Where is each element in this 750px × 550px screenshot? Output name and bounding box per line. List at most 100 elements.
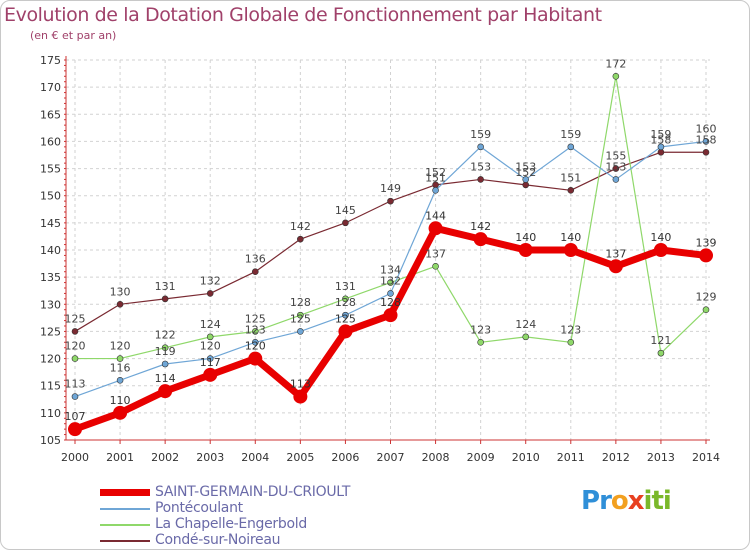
- data-point-0: [113, 405, 128, 420]
- logo-letter: i: [662, 486, 672, 516]
- data-point-3: [206, 290, 214, 297]
- y-tick-label: 105: [40, 434, 61, 447]
- data-point-3: [567, 186, 575, 194]
- y-tick-label: 155: [40, 163, 61, 176]
- x-tick-label: 2002: [151, 451, 179, 464]
- data-point-3: [342, 219, 349, 227]
- data-label-3: 132: [200, 274, 221, 287]
- legend-item-conde: Condé-sur-Noireau: [100, 532, 400, 548]
- data-label-1: 151: [425, 171, 446, 184]
- data-point-3: [71, 328, 79, 335]
- data-label-3: 152: [515, 166, 536, 179]
- data-label-0: 113: [290, 378, 311, 391]
- data-label-0: 117: [200, 356, 221, 369]
- data-label-0: 139: [696, 236, 717, 249]
- data-point-3: [161, 295, 169, 303]
- data-point-2: [342, 295, 349, 303]
- data-point-2: [161, 344, 169, 352]
- data-point-1: [161, 360, 169, 368]
- data-point-2: [477, 338, 484, 346]
- data-label-2: 128: [290, 296, 311, 309]
- x-tick-label: 2014: [692, 451, 720, 464]
- legend-label-la-chapelle: La Chapelle-Engerbold: [155, 516, 307, 532]
- x-tick-label: 2011: [557, 451, 585, 464]
- data-point-1: [206, 355, 214, 362]
- legend-label-saint-germain: SAINT-GERMAIN-DU-CRIOULT: [155, 484, 351, 500]
- data-point-2: [251, 328, 259, 335]
- data-label-0: 140: [560, 231, 581, 244]
- data-label-3: 125: [65, 312, 86, 325]
- data-label-1: 153: [515, 160, 536, 173]
- logo-letter: o: [610, 486, 629, 516]
- data-label-0: 114: [155, 372, 176, 385]
- data-point-3: [522, 181, 530, 189]
- data-point-1: [477, 143, 484, 151]
- data-point-2: [522, 333, 530, 341]
- data-label-1: 120: [200, 340, 221, 353]
- data-point-3: [251, 268, 259, 276]
- data-label-1: 159: [470, 128, 491, 141]
- data-point-1: [116, 376, 124, 384]
- data-point-0: [653, 243, 668, 257]
- data-point-2: [297, 311, 304, 319]
- logo-letter: x: [627, 486, 645, 516]
- y-tick-label: 110: [40, 407, 61, 420]
- data-label-3: 149: [380, 182, 401, 195]
- data-point-1: [567, 143, 575, 151]
- data-label-1: 160: [696, 122, 717, 135]
- y-tick-label: 115: [40, 380, 61, 393]
- data-point-2: [612, 72, 620, 80]
- x-tick-label: 2004: [241, 451, 269, 464]
- data-point-2: [567, 338, 575, 346]
- data-point-3: [477, 176, 484, 183]
- data-point-0: [293, 389, 308, 404]
- data-label-3: 142: [290, 220, 311, 233]
- x-tick-label: 2009: [467, 451, 495, 464]
- data-point-1: [71, 393, 79, 400]
- data-label-2: 137: [425, 247, 446, 260]
- data-point-3: [612, 165, 620, 172]
- chart-title: Evolution de la Dotation Globale de Fonc…: [4, 4, 602, 26]
- data-point-1: [522, 176, 530, 183]
- proxiti-logo: Proxiti: [581, 486, 672, 516]
- y-tick-label: 175: [40, 54, 61, 67]
- data-label-3: 158: [696, 133, 717, 146]
- data-label-1: 116: [110, 361, 131, 374]
- data-point-2: [657, 349, 665, 357]
- data-label-0: 107: [65, 410, 86, 423]
- logo-letter: r: [599, 486, 612, 516]
- data-point-1: [657, 143, 665, 151]
- y-tick-label: 170: [40, 81, 61, 94]
- data-label-2: 123: [560, 323, 581, 336]
- data-point-0: [473, 232, 488, 247]
- x-tick-label: 2008: [422, 451, 450, 464]
- data-point-2: [387, 279, 394, 286]
- data-label-1: 159: [650, 128, 671, 141]
- x-tick-label: 2001: [106, 451, 134, 464]
- data-label-1: 113: [65, 378, 86, 391]
- data-label-0: 120: [245, 340, 266, 353]
- logo-letter: P: [581, 486, 600, 516]
- data-label-3: 153: [470, 160, 491, 173]
- data-point-3: [657, 148, 665, 156]
- y-tick-label: 165: [40, 108, 61, 121]
- data-point-0: [248, 351, 263, 366]
- legend-swatch-la-chapelle: [100, 524, 150, 526]
- data-label-2: 131: [335, 280, 356, 293]
- data-point-3: [297, 235, 304, 243]
- data-label-1: 128: [335, 296, 356, 309]
- data-point-0: [158, 384, 173, 399]
- data-point-0: [608, 259, 623, 274]
- data-point-2: [702, 306, 710, 314]
- data-label-2: 172: [605, 57, 626, 70]
- y-tick-label: 130: [40, 298, 61, 311]
- data-label-3: 155: [605, 150, 626, 163]
- data-point-1: [342, 311, 349, 319]
- data-label-3: 158: [650, 133, 671, 146]
- data-point-2: [116, 355, 124, 362]
- data-label-0: 140: [515, 231, 536, 244]
- data-label-2: 123: [470, 323, 491, 336]
- x-tick-label: 2012: [602, 451, 630, 464]
- x-tick-label: 2007: [377, 451, 405, 464]
